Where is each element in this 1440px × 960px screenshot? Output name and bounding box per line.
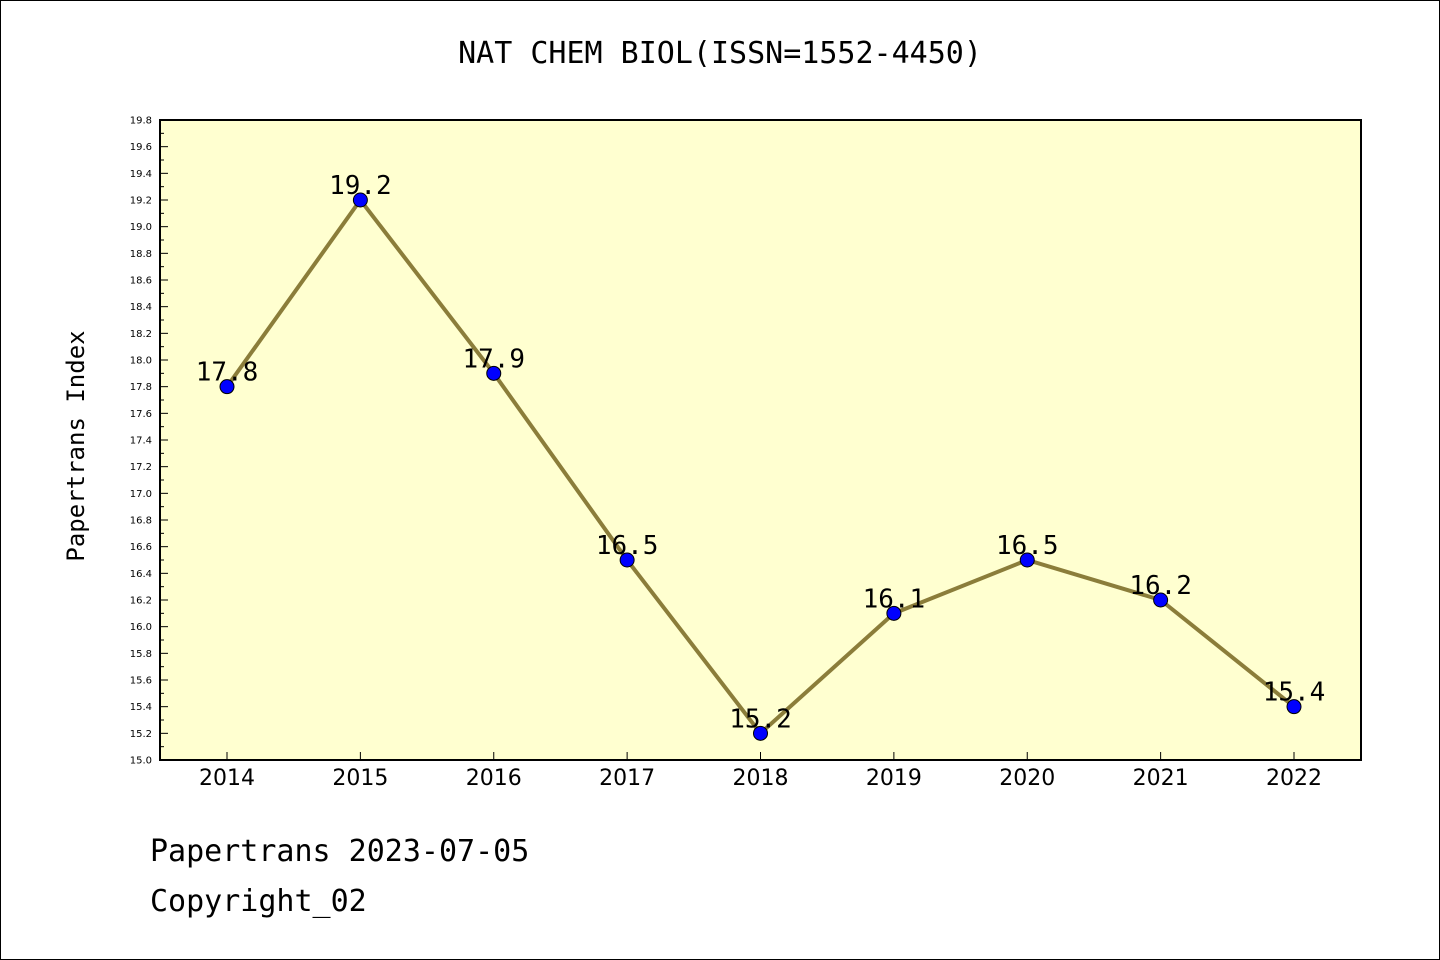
x-tick-label: 2014: [199, 766, 255, 791]
y-tick-label: 18.2: [130, 329, 152, 340]
footer-date: Papertrans 2023-07-05: [150, 834, 530, 869]
y-tick-label: 19.8: [130, 116, 152, 127]
x-axis: 2014 2015 2016 2017 2018 2019 2020 2021 2022: [199, 752, 1322, 791]
y-tick-label: 18.0: [130, 356, 152, 367]
data-point: [486, 365, 502, 381]
x-tick-label: 2016: [466, 766, 522, 791]
x-tick-label: 2021: [1133, 766, 1189, 791]
plot-area: [159, 119, 1362, 761]
y-tick-label: 16.4: [130, 569, 152, 580]
data-label: 16.2: [1129, 571, 1192, 601]
data-label: 16.5: [596, 531, 659, 561]
data-label: 16.5: [996, 531, 1059, 561]
y-tick-label: 19.2: [130, 196, 152, 207]
y-tick-label: 17.4: [130, 436, 152, 447]
data-labels: 17.8 19.2 17.9 16.5 15.2 16.1 16.5 16.2 15.4: [196, 171, 1326, 734]
data-label: 15.4: [1263, 678, 1326, 708]
y-axis: 15.0 15.2 15.4 15.6 15.8 16.0 16.2 16.4 16.6 16.8…: [130, 116, 168, 767]
y-tick-label: 15.2: [130, 729, 152, 740]
y-tick-label: 18.4: [130, 302, 152, 313]
data-label: 19.2: [329, 171, 392, 201]
data-label: 15.2: [729, 704, 792, 734]
x-tick-label: 2022: [1266, 766, 1322, 791]
y-tick-label: 19.4: [130, 169, 152, 180]
y-tick-label: 19.0: [130, 222, 152, 233]
y-tick-label: 15.0: [130, 756, 152, 767]
x-tick-label: 2018: [733, 766, 789, 791]
y-tick-label: 15.6: [130, 676, 152, 687]
x-tick-label: 2017: [599, 766, 655, 791]
y-tick-label: 16.2: [130, 596, 152, 607]
data-point: [1019, 552, 1035, 568]
data-point: [619, 552, 635, 568]
data-point: [1153, 592, 1169, 608]
y-tick-label: 19.6: [130, 142, 152, 153]
y-tick-label: 15.4: [130, 702, 152, 713]
data-point: [1286, 699, 1302, 715]
y-tick-label: 17.8: [130, 382, 152, 393]
chart-title: NAT CHEM BIOL(ISSN=1552-4450): [458, 36, 982, 71]
data-points: [219, 192, 1302, 741]
y-tick-label: 17.0: [130, 489, 152, 500]
data-point: [753, 725, 768, 741]
data-point: [352, 192, 368, 208]
data-point: [219, 379, 235, 395]
data-label: 17.8: [196, 358, 259, 388]
footer-copyright: Copyright_02: [150, 884, 367, 919]
y-tick-label: 17.2: [130, 462, 152, 473]
x-tick-label: 2015: [332, 766, 388, 791]
y-tick-label: 17.6: [130, 409, 152, 420]
x-tick-label: 2020: [999, 766, 1055, 791]
y-tick-label: 18.8: [130, 249, 152, 260]
y-tick-label: 18.6: [130, 276, 152, 287]
data-point: [886, 605, 902, 621]
y-tick-label: 16.6: [130, 542, 152, 553]
data-label: 17.9: [462, 344, 525, 374]
y-tick-label: 16.0: [130, 622, 152, 633]
y-tick-label: 16.8: [130, 516, 152, 527]
x-tick-label: 2019: [866, 766, 922, 791]
y-tick-label: 15.8: [130, 649, 152, 660]
data-label: 16.1: [863, 584, 926, 614]
